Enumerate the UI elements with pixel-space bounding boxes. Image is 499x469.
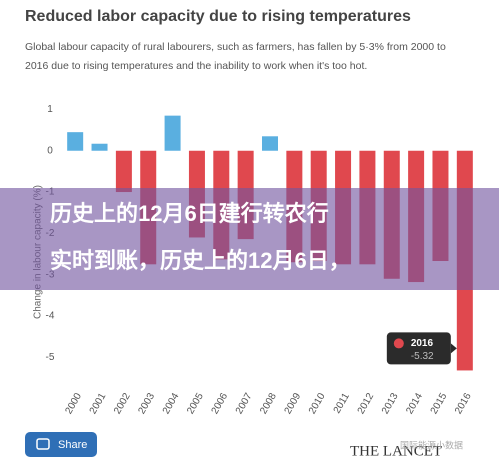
- y-tick-label: 1: [47, 104, 53, 115]
- watermark: THE LANCET: [350, 443, 442, 459]
- tooltip: 2016 -5.32: [386, 332, 457, 365]
- bar: [67, 132, 84, 151]
- overlay-text: 历史上的12月6日建行转农行: [50, 201, 329, 226]
- x-tick-label: 2007: [234, 391, 255, 416]
- x-tick-label: 2001: [88, 391, 109, 416]
- x-tick-label: 2014: [404, 391, 425, 416]
- x-tick-label: 2010: [307, 391, 328, 416]
- x-tick-label: 2003: [136, 391, 157, 416]
- y-tick-label: 0: [47, 145, 53, 156]
- x-tick-label: 2011: [332, 391, 352, 416]
- x-tick-label: 2000: [63, 391, 84, 416]
- x-tick-label: 2002: [112, 391, 133, 416]
- x-tick-label: 2015: [429, 391, 450, 416]
- overlay-banner: 历史上的12月6日建行转农行 实时到账，历史上的12月6日，: [0, 188, 499, 290]
- overlay-text: 实时到账，历史上的12月6日，: [50, 248, 351, 273]
- x-tick-label: 2006: [210, 391, 231, 416]
- chart-title: Reduced labor capacity due to rising tem…: [25, 8, 411, 25]
- x-tick-label: 2013: [380, 391, 401, 416]
- share-icon: [36, 438, 50, 450]
- share-button[interactable]: Share: [25, 432, 97, 457]
- y-tick-label: -5: [46, 352, 55, 363]
- x-tick-label: 2009: [283, 391, 304, 416]
- chart-subtitle: 2016 due to rising temperatures and the …: [25, 60, 367, 72]
- tooltip-swatch: [393, 338, 404, 349]
- x-tick-label: 2012: [356, 391, 377, 416]
- share-label[interactable]: Share: [58, 439, 87, 451]
- x-tick-label: 2008: [258, 391, 279, 416]
- x-tick-label: 2005: [185, 391, 206, 416]
- bar: [164, 115, 181, 151]
- y-tick-label: -4: [46, 311, 55, 322]
- tooltip-arrow: [450, 343, 457, 354]
- overlay-bg: [0, 188, 499, 290]
- chart-subtitle: Global labour capacity of rural labourer…: [25, 41, 446, 53]
- bar: [262, 136, 278, 151]
- tooltip-category: 2016: [411, 338, 434, 349]
- bar: [115, 150, 132, 193]
- watermark-cn: 国际能源小数据: [400, 439, 463, 450]
- bar: [91, 143, 108, 151]
- x-tick-label: 2004: [161, 391, 182, 416]
- x-tick-label: 2016: [453, 391, 474, 416]
- tooltip-value: -5.32: [411, 351, 434, 362]
